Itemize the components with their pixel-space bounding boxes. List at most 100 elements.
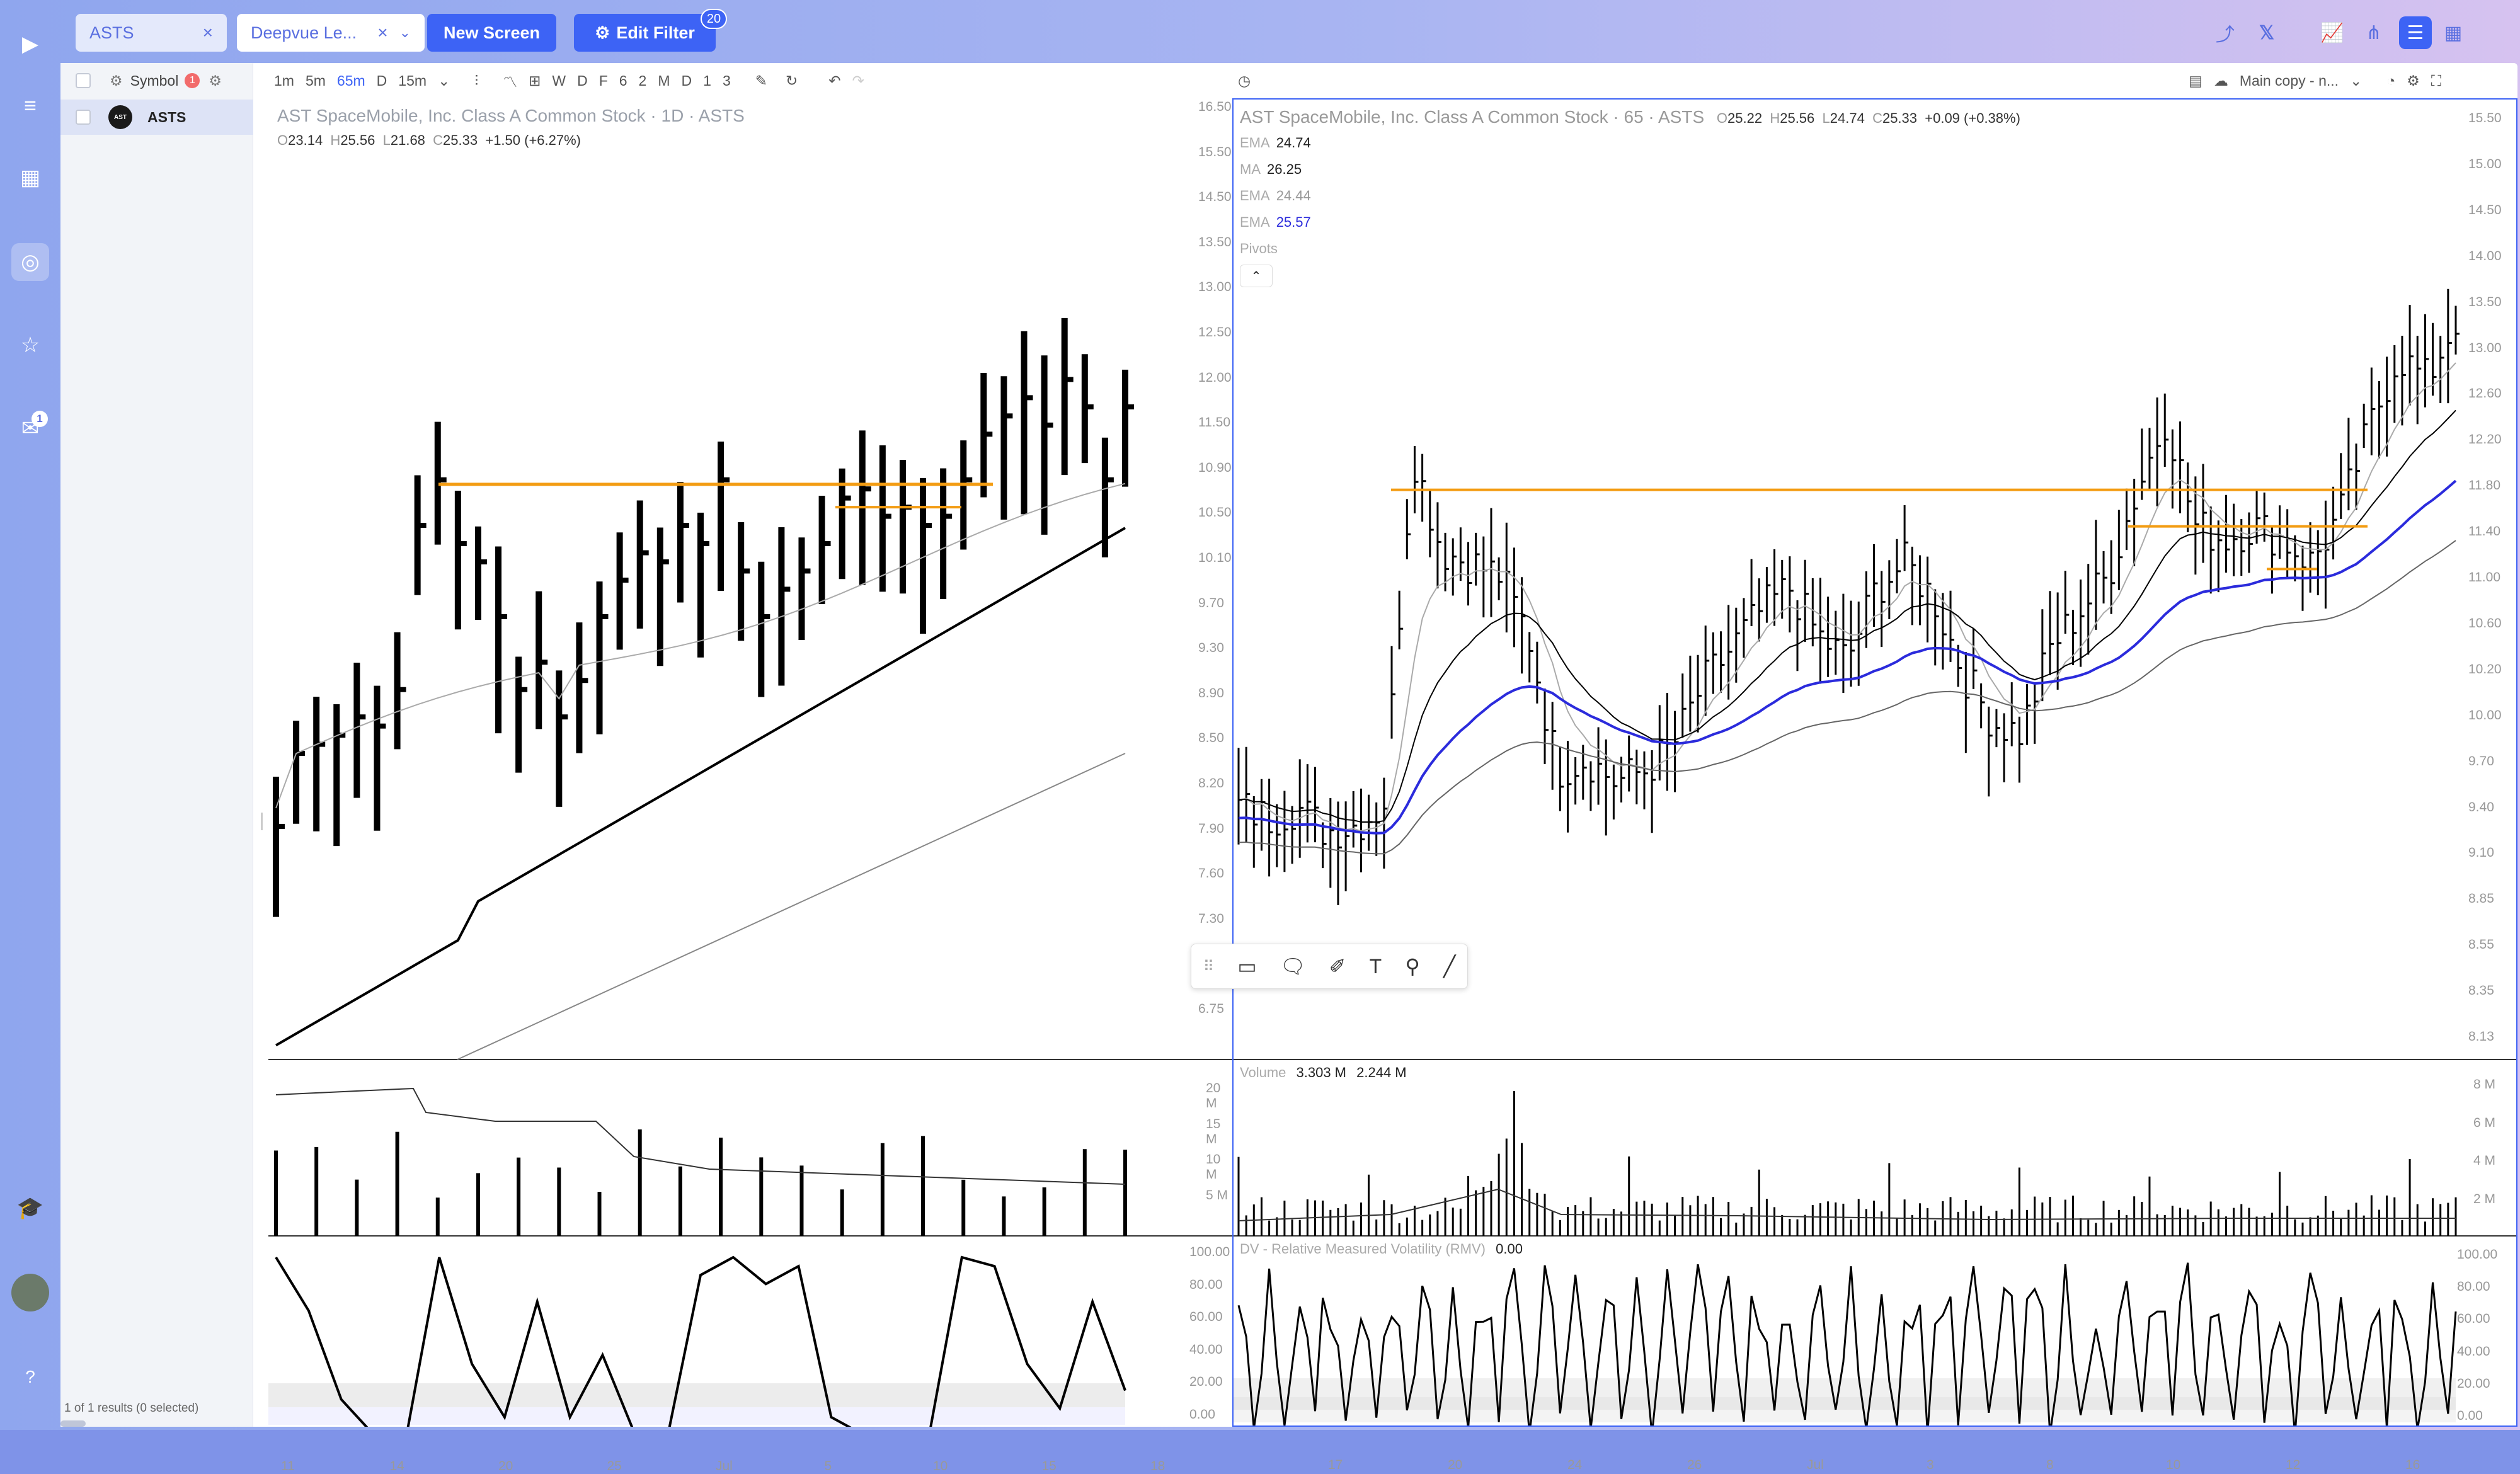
symbol-label: ASTS [147,108,186,125]
close-icon[interactable]: × [377,23,388,42]
indicator-name: EMA [1240,135,1270,151]
chart-line-icon[interactable]: 📈 [2320,22,2344,43]
alerts-icon[interactable]: ✉ 1 [11,409,49,447]
line-tool-icon[interactable]: ╱ [1443,955,1456,978]
column-header-symbol[interactable]: Symbol [130,72,179,89]
calendar-icon[interactable]: ◷ [1238,72,1251,89]
price-axis-label: 8.20 [1198,776,1224,791]
watchlist-star-icon[interactable]: ☆ [20,333,40,357]
interval-65m[interactable]: 65m [336,72,365,89]
sidebar-scrollbar[interactable] [60,1420,86,1427]
right-chart-canvas[interactable] [1234,100,2516,1425]
left-nav: ▶ ≡ ▦ ◎ ☆ ✉ 1 🎓 ? [0,0,60,1430]
main-panel: ⚙ Symbol 1 ⚙ AST ASTS 1 of 1 results (0 … [60,63,2517,1473]
layout-name[interactable]: Main copy - n... [2239,72,2339,89]
chevron-down-icon[interactable]: ⌄ [438,72,450,89]
period-button[interactable]: 6 [619,72,627,89]
dashboard-icon[interactable]: ▦ [20,166,41,190]
indicator-ma[interactable]: MA 26.25 [1240,161,1302,178]
highlighter-tool-icon[interactable]: ✐ [1329,955,1346,978]
menu-icon[interactable]: ≡ [24,93,37,118]
edit-filter-button[interactable]: ⚙ Edit Filter [574,14,716,52]
row-checkbox[interactable] [76,110,91,125]
period-button[interactable]: 2 [638,72,647,89]
logo-play-icon[interactable]: ▶ [21,32,39,56]
ohlc-high: 25.56 [1780,110,1815,126]
collapse-indicators-icon[interactable]: ⌃ [1240,265,1273,287]
price-axis-label: 9.70 [2468,753,2494,768]
indicators-icon[interactable]: 〽 [503,74,518,90]
price-axis-label: 7.60 [1198,866,1224,881]
x-twitter-icon[interactable]: 𝕏 [2259,22,2275,43]
x-axis-label: 26 [1687,1458,1702,1472]
splitter-handle[interactable] [261,813,263,830]
price-axis-label: 11.00 [2468,570,2500,585]
redo-icon[interactable]: ↷ [852,72,864,89]
share-icon[interactable]: ⤴ [2216,25,2235,45]
interval-d[interactable]: D [376,72,387,89]
period-button[interactable]: D [577,72,588,89]
fullscreen-icon[interactable]: ⛶ [2431,72,2441,89]
indicator-pivots[interactable]: Pivots [1240,241,1278,256]
ohlc-low: 21.68 [390,132,425,148]
draw-pencil-icon[interactable]: ✎ [755,72,768,89]
bar-type-icon[interactable]: ⫶ [474,72,479,89]
close-icon[interactable]: × [202,23,213,42]
left-price-chart[interactable]: AST SpaceMobile, Inc. Class A Common Sto… [268,98,1232,1473]
callout-tool-icon[interactable]: 🗨 [1280,955,1306,978]
indicator-ema-2[interactable]: EMA 24.44 [1240,188,1311,204]
chart-settings-icon[interactable]: ⚙ [2407,72,2420,89]
list-view-icon[interactable]: ☰ [2399,16,2432,49]
x-axis-label: 24 [1567,1458,1583,1472]
education-cap-icon[interactable]: 🎓 [16,1196,44,1220]
tab-symbol[interactable]: ASTS × [76,14,227,52]
undo-icon[interactable]: ↶ [828,72,841,89]
chevron-down-icon[interactable]: ⌄ [2350,72,2362,89]
period-button[interactable]: W [552,72,566,89]
column-settings-icon[interactable]: ⚙ [209,72,222,89]
interval-1m[interactable]: 1m [274,72,294,89]
cloud-save-icon[interactable]: ☁ [2213,72,2228,89]
rectangle-tool-icon[interactable]: ▭ [1237,955,1257,978]
layout-icon[interactable]: ⊞ [529,72,541,89]
right-price-chart[interactable]: AST SpaceMobile, Inc. Class A Common Sto… [1232,98,2517,1472]
x-axis-label: 8 [2046,1458,2054,1472]
x-axis-label: 10 [933,1459,948,1473]
price-axis-label: 12.50 [1198,325,1232,340]
refresh-icon[interactable]: ↻ [786,72,798,89]
volume-axis-label: 6 M [2473,1115,2496,1130]
indicator-ema-3[interactable]: EMA 25.57 [1240,214,1311,231]
select-all-checkbox[interactable] [76,73,91,88]
ohlc-change: +0.09 (+0.38%) [1925,110,2020,126]
text-tool-icon[interactable]: T [1369,954,1382,978]
user-avatar[interactable] [11,1274,49,1311]
indicator-ema-1[interactable]: EMA 24.74 [1240,135,1311,151]
interval-15m[interactable]: 15m [398,72,427,89]
period-button[interactable]: 1 [703,72,711,89]
tab-screen-label: Deepvue Le... [251,23,357,42]
drag-handle-icon[interactable]: ⠿ [1203,957,1215,975]
period-button[interactable]: F [598,72,608,89]
period-button[interactable]: D [681,72,692,89]
price-axis-label: 14.50 [1198,190,1232,205]
screener-icon[interactable]: ◎ [11,243,49,281]
period-button[interactable]: M [658,72,670,89]
rmv-axis-label: 20.00 [1189,1374,1223,1390]
ma-line-light [275,483,1126,809]
tab-screen[interactable]: Deepvue Le... × ⌄ [237,14,425,52]
grid-view-icon[interactable]: ▦ [2444,22,2463,43]
list-item[interactable]: AST ASTS [60,100,253,135]
layout-template-icon[interactable]: ▤ [2189,72,2202,89]
help-icon[interactable]: ? [25,1367,35,1386]
measure-tool-icon[interactable]: ⚲ [1405,955,1420,978]
interval-5m[interactable]: 5m [305,72,326,89]
top-bar: ASTS × Deepvue Le... × ⌄ New Screen ⚙ Ed… [60,0,2520,63]
price-axis-label: 15.50 [2468,111,2502,125]
timer-icon[interactable]: ◔ [2386,72,2396,89]
chevron-down-icon[interactable]: ⌄ [399,25,411,40]
settings-gear-icon[interactable]: ⚙ [110,72,123,89]
flow-icon[interactable]: ⋔ [2366,22,2382,43]
period-button[interactable]: 3 [722,72,731,89]
left-chart-canvas[interactable] [268,98,1232,1427]
new-screen-button[interactable]: New Screen [427,14,556,52]
